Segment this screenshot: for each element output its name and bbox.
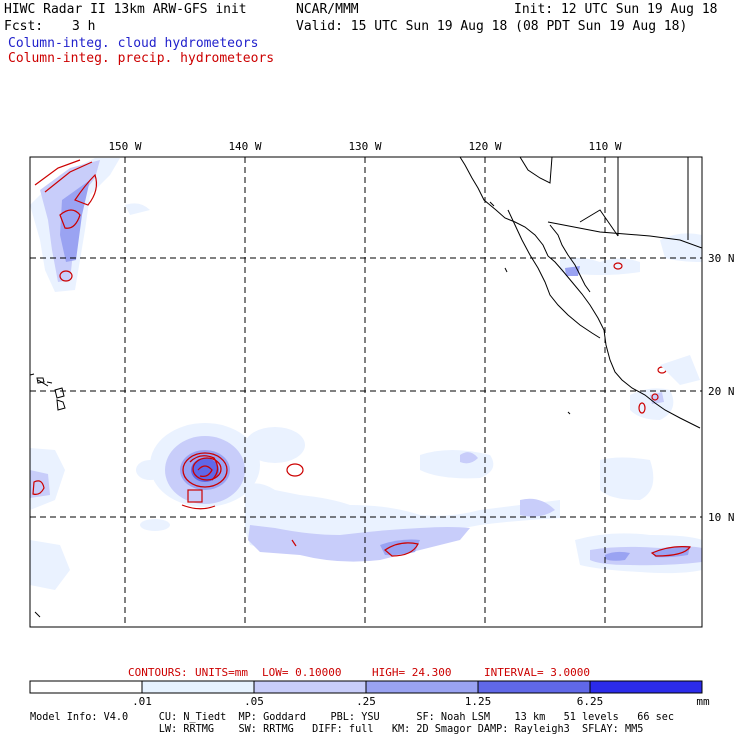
coastline: [459, 157, 702, 429]
lon-label-130w: 130 W: [348, 140, 381, 153]
forecast-label: Fcst:: [4, 19, 44, 34]
lon-label-140w: 140 W: [228, 140, 261, 153]
contours-low: LOW= 0.10000: [262, 666, 341, 679]
colorbar-bin-4: [478, 681, 590, 693]
contours-label: CONTOURS:: [128, 666, 188, 679]
colorbar-unit: mm: [696, 695, 710, 708]
model-info-line2: LW: RRTMG SW: RRTMG DIFF: full KM: 2D Sm…: [30, 724, 644, 735]
contours-high: HIGH= 24.300: [372, 666, 451, 679]
init-time: Init: 12 UTC Sun 19 Aug 18: [514, 2, 718, 17]
organization: NCAR/MMM: [296, 2, 359, 17]
lat-label-20n: 20 N: [708, 385, 735, 398]
colorbar-label-1: .05: [244, 695, 264, 708]
colorbar-bin-5: [590, 681, 702, 693]
colorbar: [29, 680, 703, 694]
contours-interval: INTERVAL= 3.0000: [484, 666, 590, 679]
model-info-line1: Model Info: V4.0 CU: N_Tiedt MP: Goddard…: [30, 712, 675, 723]
colorbar-label-2: .25: [356, 695, 376, 708]
forecast-hour: 3 h: [72, 19, 96, 34]
hawaiian-islands: [29, 373, 66, 411]
colorbar-bin-2: [254, 681, 366, 693]
valid-time: Valid: 15 UTC Sun 19 Aug 18 (08 PDT Sun …: [296, 19, 688, 34]
plot-title: HIWC Radar II 13km ARW-GFS init: [4, 2, 247, 17]
colorbar-label-3: 1.25: [465, 695, 492, 708]
lat-label-30n: 30 N: [708, 252, 735, 265]
lon-label-120w: 120 W: [468, 140, 501, 153]
colorbar-label-4: 6.25: [577, 695, 604, 708]
lon-label-110w: 110 W: [588, 140, 621, 153]
colorbar-bin-0: [30, 681, 142, 693]
map-frame: [29, 156, 703, 628]
colorbar-bin-3: [366, 681, 478, 693]
lon-label-150w: 150 W: [108, 140, 141, 153]
field-label-cloud: Column-integ. cloud hydrometeors: [8, 36, 259, 51]
contours-units: UNITS=mm: [195, 666, 248, 679]
lat-lon-grid: [30, 157, 702, 627]
hydrometeor-field: [30, 158, 702, 590]
colorbar-label-0: .01: [132, 695, 152, 708]
colorbar-bin-1: [142, 681, 254, 693]
lat-label-10n: 10 N: [708, 511, 735, 524]
field-label-precip: Column-integ. precip. hydrometeors: [8, 51, 275, 66]
